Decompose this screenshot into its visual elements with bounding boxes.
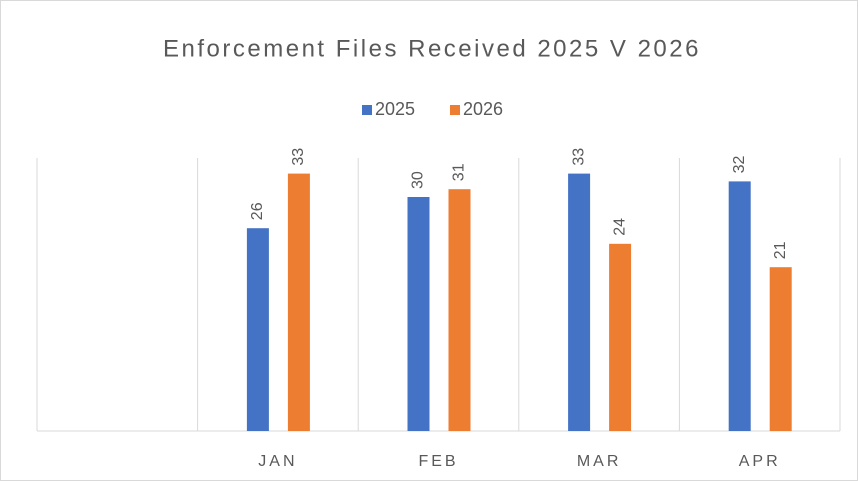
bar [407, 197, 430, 431]
legend-swatch [450, 105, 460, 115]
data-label: 24 [611, 218, 628, 236]
data-label: 32 [731, 156, 748, 174]
data-label: 33 [290, 148, 307, 166]
data-label: 21 [772, 241, 789, 259]
legend-swatch [362, 105, 372, 115]
bar [728, 181, 751, 431]
data-label: 31 [451, 163, 468, 181]
data-label: 26 [249, 202, 266, 220]
x-tick-label: JAN [258, 453, 297, 470]
bar [246, 228, 269, 431]
bar [287, 173, 310, 431]
legend-label: 2025 [375, 99, 415, 119]
bar [448, 189, 471, 431]
x-tick-label: FEB [418, 453, 458, 470]
chart-title: Enforcement Files Received 2025 V 2026 [163, 35, 701, 62]
bar [609, 243, 632, 431]
bar [568, 173, 591, 431]
x-tick-label: APR [739, 453, 781, 470]
data-label: 33 [570, 148, 587, 166]
x-tick-label: MAR [577, 453, 622, 470]
legend-label: 2026 [463, 99, 503, 119]
data-label: 30 [410, 171, 427, 189]
bar [769, 267, 792, 431]
